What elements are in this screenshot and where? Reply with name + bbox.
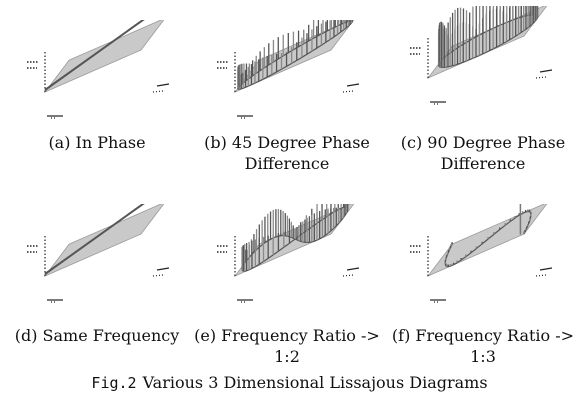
caption-c-text: (c) 90 Degree Phase Difference	[400, 133, 566, 173]
panel-f	[385, 204, 575, 314]
panel-b	[192, 20, 382, 130]
caption-c: (c) 90 Degree Phase Difference	[388, 132, 578, 174]
caption-a-text: (a) In Phase	[48, 133, 146, 152]
caption-e: (e) Frequency Ratio -> 1:2	[192, 325, 382, 367]
lissajous-plot-ratio-1-2	[217, 204, 360, 303]
lissajous-plot-90-degree	[410, 6, 553, 105]
caption-b-text: (b) 45 Degree Phase Difference	[204, 133, 370, 173]
figure-label: Fig.2	[91, 374, 137, 392]
caption-f-text: (f) Frequency Ratio -> 1:3	[391, 326, 575, 366]
y-axis-label-mark	[346, 83, 360, 87]
y-axis-tick-mark	[535, 274, 547, 277]
caption-e-text: (e) Frequency Ratio -> 1:2	[194, 326, 380, 366]
panel-d	[2, 204, 192, 314]
lissajous-plot-ratio-1-3	[410, 204, 553, 303]
y-axis-label-mark	[539, 69, 553, 73]
caption-d-text: (d) Same Frequency	[14, 326, 180, 345]
y-axis-tick-mark	[152, 274, 164, 277]
y-axis-tick-mark	[535, 76, 547, 79]
panel-c	[385, 6, 575, 116]
caption-a: (a) In Phase	[2, 132, 192, 153]
figure-caption: Fig.2 Various 3 Dimensional Lissajous Dia…	[0, 372, 579, 394]
y-axis-label-mark	[156, 83, 170, 87]
lissajous-plot-same-frequency	[27, 204, 170, 303]
y-axis-label-mark	[539, 267, 553, 271]
y-axis-tick-mark	[342, 90, 354, 93]
plot-floor	[43, 20, 165, 93]
plot-floor	[43, 204, 165, 277]
y-axis-tick-mark	[152, 90, 164, 93]
caption-b: (b) 45 Degree Phase Difference	[192, 132, 382, 174]
lissajous-plot-45-degree	[217, 20, 360, 119]
caption-d: (d) Same Frequency	[2, 325, 192, 346]
plot-floor	[233, 204, 355, 277]
y-axis-label-mark	[156, 267, 170, 271]
figure-title: Various 3 Dimensional Lissajous Diagrams	[142, 373, 488, 392]
panel-a	[2, 20, 192, 130]
y-axis-label-mark	[346, 267, 360, 271]
lissajous-plot-in-phase	[27, 20, 170, 119]
panel-e	[192, 204, 382, 314]
lissajous-trace	[44, 20, 145, 91]
lissajous-trace	[44, 204, 145, 275]
caption-f: (f) Frequency Ratio -> 1:3	[388, 325, 578, 367]
y-axis-tick-mark	[342, 274, 354, 277]
